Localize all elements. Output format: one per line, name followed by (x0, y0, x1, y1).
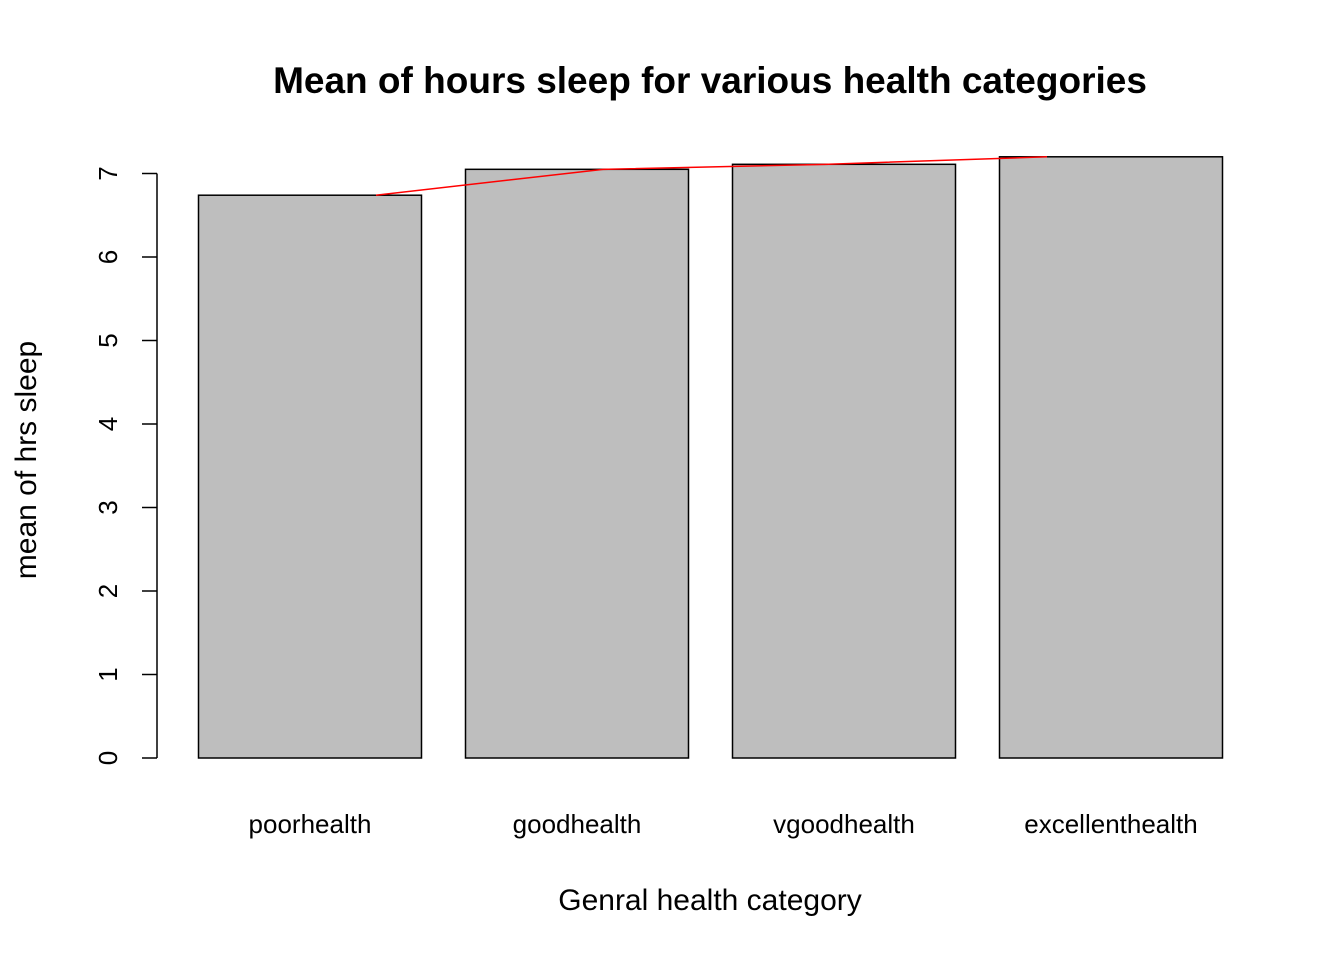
bar-excellenthealth (998, 156, 1224, 759)
x-tick-label-vgoodhealth: vgoodhealth (773, 809, 915, 839)
overlay-trend-line (375, 156, 1048, 196)
bar-goodhealth (464, 168, 690, 759)
y-axis-title: mean of hrs sleep (10, 341, 43, 579)
bar-poorhealth (197, 194, 423, 759)
x-tick-label-poorhealth: poorhealth (249, 809, 372, 839)
bars-group (197, 156, 1224, 759)
y-tick-label-1: 1 (93, 667, 123, 681)
y-tick-label-2: 2 (93, 584, 123, 598)
y-tick-label-3: 3 (93, 500, 123, 514)
x-tick-label-goodhealth: goodhealth (513, 809, 642, 839)
y-axis: 0 1 2 3 4 5 6 7 (93, 166, 158, 765)
y-tick-label-6: 6 (93, 250, 123, 264)
bar-vgoodhealth (731, 163, 957, 759)
x-axis-title: Genral health category (558, 884, 862, 917)
y-tick-label-5: 5 (93, 333, 123, 347)
y-tick-label-7: 7 (93, 166, 123, 180)
y-tick-label-0: 0 (93, 751, 123, 765)
chart-title: Mean of hours sleep for various health c… (273, 60, 1147, 101)
x-axis-labels: poorhealth goodhealth vgoodhealth excellent… (249, 809, 1198, 839)
y-tick-label-4: 4 (93, 417, 123, 431)
x-tick-label-excellenthealth: excellenthealth (1024, 809, 1197, 839)
overlay-line-group (375, 156, 1048, 196)
